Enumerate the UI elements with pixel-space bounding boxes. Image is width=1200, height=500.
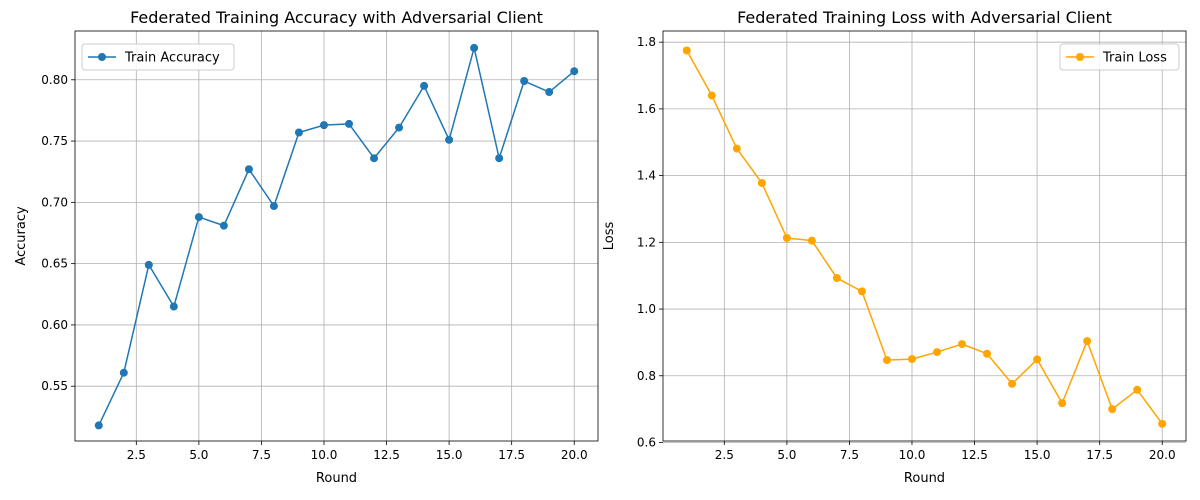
data-point <box>94 421 103 430</box>
data-point <box>294 128 303 137</box>
data-point <box>857 287 866 296</box>
data-point <box>933 348 942 357</box>
data-point <box>1058 399 1067 408</box>
data-point <box>1158 419 1167 428</box>
data-point <box>732 144 741 153</box>
data-point <box>757 178 766 187</box>
data-point <box>907 355 916 364</box>
x-tick-label: 5.0 <box>189 448 208 462</box>
x-tick-label: 20.0 <box>1149 448 1176 462</box>
data-point <box>520 77 529 86</box>
y-axis-label: Accuracy <box>14 206 29 266</box>
data-point <box>244 165 253 174</box>
data-point <box>219 221 228 230</box>
legend-marker <box>1076 53 1084 61</box>
legend-box <box>1059 43 1180 71</box>
data-point <box>119 368 128 377</box>
y-tick-label: 1.2 <box>637 235 656 249</box>
chart-panel-2: 2.5 5.0 7.5 10.0 12.5 15.0 17.5 20.0 0.6 0.8 1.0 1.… <box>602 8 1187 486</box>
x-tick-label: 10.0 <box>899 448 926 462</box>
data-point <box>395 123 404 132</box>
data-point <box>319 121 328 130</box>
x-tick-label: 10.0 <box>311 448 338 462</box>
legend-marker <box>98 53 106 61</box>
data-point <box>1033 355 1042 364</box>
data-point <box>958 340 967 349</box>
data-point <box>682 46 691 55</box>
data-point <box>570 67 579 76</box>
axes-frame <box>74 30 599 442</box>
data-point <box>782 234 791 243</box>
data-point <box>1133 385 1142 394</box>
data-point <box>345 119 354 128</box>
data-point <box>194 213 203 222</box>
y-tick-label: 1.4 <box>637 169 656 183</box>
data-point <box>707 91 716 100</box>
data-point <box>420 81 429 90</box>
data-point <box>545 88 554 97</box>
data-point <box>807 236 816 245</box>
data-point <box>1008 379 1017 388</box>
legend: Train Loss <box>1059 43 1180 71</box>
series-line <box>98 47 575 426</box>
y-tick-label: 1.0 <box>637 302 656 316</box>
y-tick-label: 0.6 <box>637 436 656 450</box>
data-point <box>1108 405 1117 414</box>
x-tick-label: 12.5 <box>961 448 988 462</box>
x-tick-label: 17.5 <box>498 448 525 462</box>
y-tick-label: 0.8 <box>637 369 656 383</box>
y-tick-label: 1.6 <box>637 102 656 116</box>
data-point <box>983 349 992 358</box>
legend: Train Accuracy <box>81 43 235 71</box>
data-point <box>1083 337 1092 346</box>
data-point <box>495 154 504 163</box>
legend-label: Train Loss <box>1102 51 1167 66</box>
data-point <box>832 274 841 283</box>
legend-label: Train Accuracy <box>124 51 220 66</box>
data-point <box>269 202 278 211</box>
y-tick-label: 0.55 <box>41 379 68 393</box>
legend-box <box>81 43 235 71</box>
y-tick-label: 0.80 <box>41 73 68 87</box>
x-tick-label: 12.5 <box>373 448 400 462</box>
x-tick-label: 15.0 <box>1024 448 1051 462</box>
data-point <box>169 302 178 311</box>
chart-panel-1: 2.5 5.0 7.5 10.0 12.5 15.0 17.5 20.0 0.55 0.60 0.6… <box>14 8 599 486</box>
y-tick-label: 1.8 <box>637 35 656 49</box>
axes-frame <box>662 30 1187 442</box>
x-axis-label: Round <box>904 471 945 486</box>
data-point <box>370 154 379 163</box>
x-tick-label: 7.5 <box>252 448 271 462</box>
x-axis-label: Round <box>316 471 357 486</box>
x-tick-label: 17.5 <box>1086 448 1113 462</box>
x-tick-label: 15.0 <box>436 448 463 462</box>
y-tick-label: 0.60 <box>41 318 68 332</box>
y-tick-label: 0.65 <box>41 257 68 271</box>
x-tick-label: 2.5 <box>127 448 146 462</box>
data-point <box>882 356 891 365</box>
x-tick-label: 2.5 <box>715 448 734 462</box>
data-point <box>470 43 479 52</box>
x-tick-label: 7.5 <box>840 448 859 462</box>
y-tick-label: 0.75 <box>41 134 68 148</box>
chart-title: Federated Training Accuracy with Adversa… <box>130 8 543 27</box>
y-axis-label: Loss <box>602 222 617 251</box>
data-point <box>445 135 454 144</box>
data-point <box>144 260 153 269</box>
x-tick-label: 20.0 <box>561 448 588 462</box>
x-tick-label: 5.0 <box>777 448 796 462</box>
series-line <box>686 50 1163 425</box>
y-tick-label: 0.70 <box>41 195 68 209</box>
chart-title: Federated Training Loss with Adversarial… <box>737 8 1112 27</box>
